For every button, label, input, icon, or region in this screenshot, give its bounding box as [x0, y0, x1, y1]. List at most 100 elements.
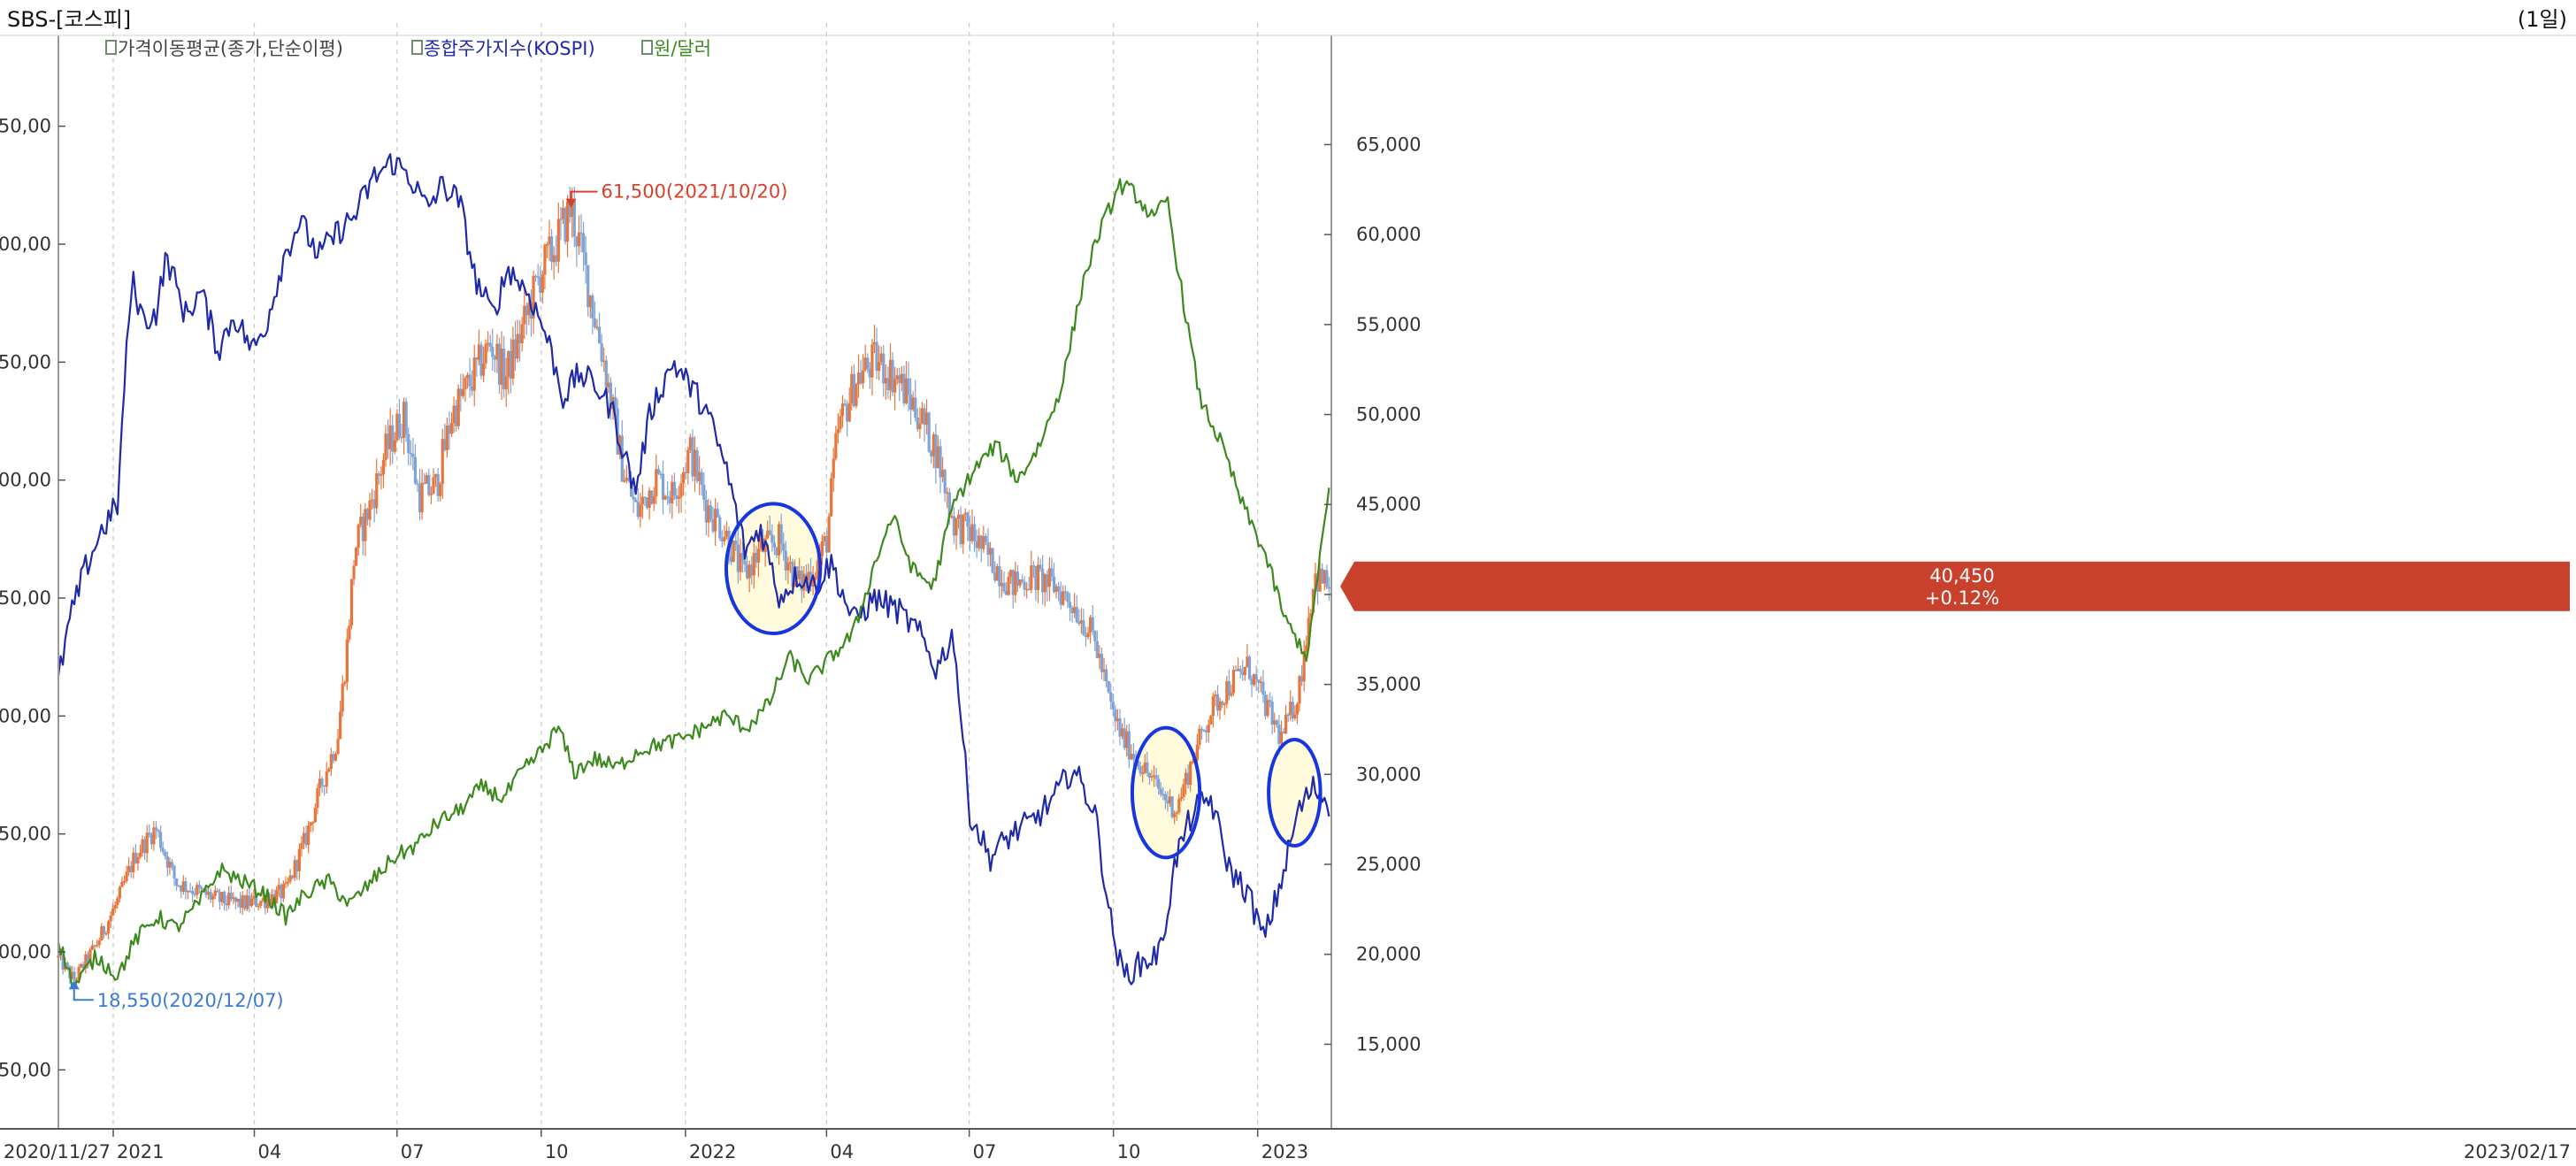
candle-body — [791, 562, 794, 587]
candle — [120, 876, 124, 887]
candle — [184, 877, 188, 900]
candle-body — [318, 779, 322, 788]
candle — [520, 316, 524, 352]
candle-body — [770, 533, 774, 543]
candle — [1261, 670, 1265, 703]
candle-body — [1075, 607, 1078, 623]
candle-body — [959, 514, 962, 545]
candle-body — [254, 895, 258, 907]
candle-body — [264, 898, 267, 909]
candle-body — [604, 360, 608, 387]
candle — [704, 490, 708, 536]
candle-body — [663, 495, 667, 500]
candle-body — [393, 440, 396, 452]
candle — [748, 560, 751, 593]
left-tick-label: 1,350,00 — [0, 351, 51, 372]
candle — [739, 538, 742, 581]
candle — [464, 375, 467, 403]
candle-body — [234, 897, 238, 902]
candle-body — [181, 881, 185, 893]
candle-body — [650, 490, 654, 504]
candle — [750, 556, 754, 585]
candle — [365, 507, 370, 525]
right-tick-label: 20,000 — [1356, 944, 1421, 965]
candle — [1186, 764, 1190, 789]
candle-body — [1277, 725, 1281, 744]
candle — [539, 265, 542, 303]
candle — [336, 729, 340, 756]
candle — [1011, 569, 1015, 609]
candle — [481, 346, 486, 383]
candle — [652, 487, 656, 511]
candle-body — [998, 566, 1001, 587]
candle — [1075, 595, 1078, 624]
candle — [891, 352, 894, 396]
candle — [1250, 675, 1254, 697]
candle-body — [309, 822, 312, 826]
candle-body — [579, 232, 583, 234]
candle-body — [759, 539, 763, 549]
candle-body — [352, 565, 356, 579]
candle-body — [291, 875, 295, 878]
candle-body — [1098, 654, 1101, 658]
candle — [756, 540, 761, 578]
candle-body — [380, 474, 383, 476]
grid — [112, 23, 1259, 1129]
candle — [397, 398, 402, 441]
candle-body — [556, 219, 560, 262]
candle-body — [675, 495, 678, 499]
candle — [752, 538, 755, 589]
candle-body — [177, 886, 180, 887]
candle — [1068, 593, 1072, 622]
candle-body — [509, 350, 512, 380]
candle-body — [1023, 581, 1026, 590]
candle — [293, 855, 296, 881]
candle-body — [572, 200, 576, 237]
candle-body — [411, 454, 415, 457]
candle-body — [1059, 591, 1062, 605]
candle-body — [118, 886, 121, 899]
candle — [275, 886, 279, 904]
candle-body — [416, 483, 419, 485]
candle — [591, 293, 594, 334]
candle-body — [824, 536, 829, 553]
candle — [423, 472, 426, 485]
candle-body — [900, 373, 903, 384]
candle-body — [339, 711, 342, 740]
candle — [663, 495, 667, 501]
candle — [639, 492, 642, 528]
candle-body — [1314, 573, 1317, 589]
candle — [177, 885, 180, 887]
candle — [843, 399, 847, 407]
candle — [371, 488, 374, 510]
candle-body — [348, 625, 351, 640]
candle — [575, 235, 579, 267]
candle-body — [471, 386, 474, 391]
candle — [875, 327, 878, 380]
candle — [380, 466, 383, 490]
candle — [138, 844, 142, 860]
candle — [186, 890, 190, 900]
candle-body — [281, 884, 285, 899]
candle — [288, 869, 292, 885]
candle-body — [543, 244, 547, 275]
candle — [96, 940, 99, 948]
candle — [856, 354, 861, 398]
candle — [581, 221, 586, 272]
candle-body — [566, 201, 570, 242]
candle — [1125, 725, 1129, 756]
candle-body — [345, 639, 349, 682]
candle-body — [302, 832, 306, 843]
candle — [1111, 694, 1115, 717]
candle — [1039, 558, 1042, 572]
legend-marker-krw — [641, 40, 653, 55]
candle-body — [1018, 579, 1022, 586]
candle-body — [311, 822, 315, 824]
candle-body — [1261, 681, 1265, 695]
candle-body — [1241, 671, 1245, 675]
candle-body — [248, 895, 251, 907]
candle-body — [245, 895, 249, 909]
candle — [1286, 712, 1290, 723]
candle — [686, 446, 690, 485]
candle — [975, 529, 978, 558]
